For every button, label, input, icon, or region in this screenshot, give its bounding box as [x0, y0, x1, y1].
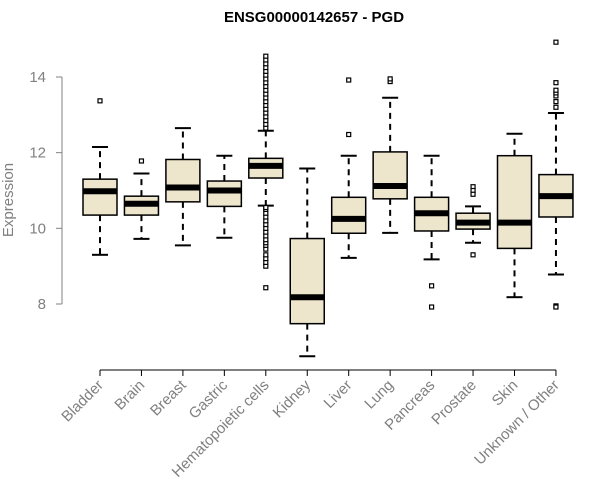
outlier-point: [553, 98, 559, 105]
outlier-point: [553, 87, 559, 93]
box-iqr: [289, 237, 325, 325]
outlier-point: [387, 76, 393, 82]
outlier-point: [470, 191, 476, 197]
x-tick-label: Skin: [489, 377, 522, 410]
outlier-point: [263, 53, 269, 59]
outlier-point: [346, 131, 352, 138]
box-group: [496, 132, 533, 299]
box-iqr: [330, 196, 367, 235]
y-axis: 8 10 12 14: [29, 69, 63, 313]
outlier-point: [263, 285, 269, 291]
box-group: [372, 76, 408, 234]
y-tick-label: 10: [29, 220, 46, 237]
box-group: [538, 39, 574, 310]
x-tick-label: Brain: [111, 377, 148, 414]
x-tick-label: Prostate: [428, 377, 480, 429]
x-tick-label: Breast: [147, 376, 190, 419]
box-group: [206, 154, 243, 239]
box-iqr: [206, 180, 243, 208]
outlier-point: [429, 283, 435, 289]
box-group: [413, 154, 450, 310]
outlier-point: [263, 204, 269, 211]
box-iqr: [372, 151, 408, 200]
outlier-point: [263, 252, 269, 258]
box-group: [455, 184, 491, 258]
box-iqr: [82, 178, 118, 216]
outlier-point: [429, 304, 435, 310]
y-tick-label: 14: [29, 69, 46, 86]
outlier-point: [346, 77, 352, 83]
outlier-point: [553, 104, 559, 110]
box-iqr: [496, 154, 533, 250]
chart-title: ENSG00000142657 - PGD: [224, 9, 404, 26]
x-tick-label: Kidney: [270, 376, 315, 421]
boxes-layer: [82, 39, 574, 358]
outlier-point: [470, 252, 476, 258]
box-group: [248, 53, 284, 291]
x-tick-label: Bladder: [58, 377, 107, 426]
box-group: [289, 167, 325, 358]
box-iqr: [165, 158, 201, 203]
outlier-point: [97, 98, 103, 104]
y-axis-label: Expression: [0, 163, 17, 237]
box-group: [330, 77, 367, 259]
box-group: [165, 127, 201, 247]
outlier-point: [138, 158, 145, 164]
box-group: [82, 98, 118, 256]
outlier-point: [553, 39, 559, 45]
y-tick-label: 12: [29, 145, 46, 162]
x-tick-label: Liver: [321, 377, 356, 412]
x-tick-label: Lung: [361, 377, 397, 413]
outlier-point: [553, 304, 559, 310]
y-tick-label: 8: [38, 296, 46, 313]
outlier-point: [553, 80, 559, 86]
box-group: [123, 158, 160, 240]
